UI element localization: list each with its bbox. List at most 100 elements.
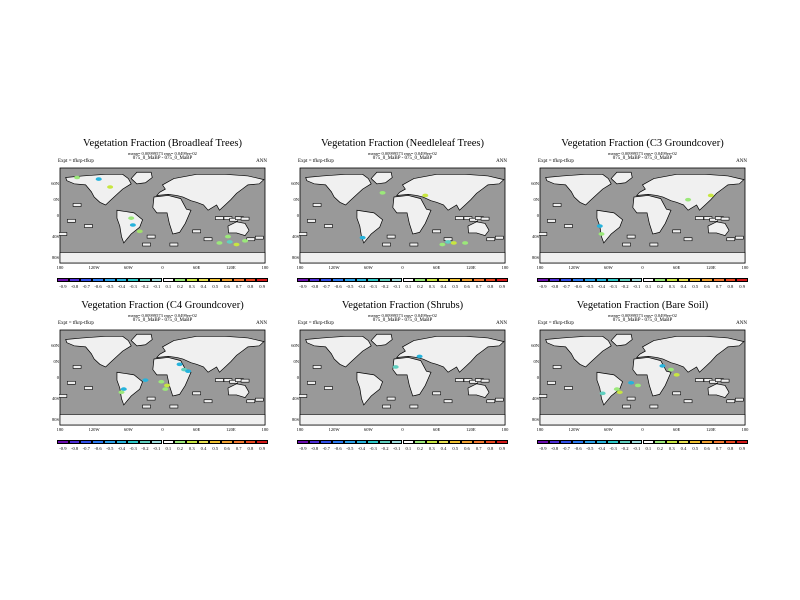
- island: [726, 399, 736, 404]
- colorbar-label: 0.3: [428, 284, 435, 289]
- x-tick-label: 180: [56, 265, 64, 270]
- colorbar-swatch: [80, 278, 93, 282]
- land-mass: [130, 171, 153, 185]
- anomaly-patch: [392, 365, 399, 369]
- colorbar-swatch: [402, 440, 415, 444]
- panel-title: Vegetation Fraction (C4 Groundcover): [81, 300, 244, 311]
- colorbar-label: 0.1: [405, 446, 412, 451]
- anomaly-patch: [685, 197, 692, 202]
- land-mass: [227, 221, 250, 236]
- colorbar-label: 0.2: [657, 446, 663, 451]
- colorbar-label: 0.6: [464, 284, 470, 289]
- x-tick-label: 60E: [433, 265, 441, 270]
- panel-case: 075_0_MaBP - 075_0_MaBP: [132, 156, 193, 161]
- island: [720, 378, 730, 383]
- colorbar-swatch: [461, 278, 473, 282]
- anomaly-patch: [613, 387, 620, 391]
- island: [324, 386, 333, 390]
- colorbar-label: 0.8: [487, 446, 494, 451]
- land-mass: [152, 195, 192, 235]
- island: [192, 229, 201, 234]
- anomaly-patch: [359, 235, 366, 240]
- x-tick-label: 60E: [673, 265, 681, 270]
- y-tick-label: 0: [536, 212, 539, 218]
- island: [192, 391, 201, 396]
- colorbar-swatch: [367, 440, 380, 444]
- map-panel: [539, 167, 746, 264]
- colorbar-label: 0.3: [668, 446, 675, 451]
- anomaly-patch: [673, 373, 680, 377]
- island: [495, 397, 504, 402]
- island: [626, 396, 636, 401]
- y-tick-label: 80S: [531, 254, 539, 260]
- anomaly-patch: [233, 242, 240, 247]
- anomaly-patch: [128, 216, 135, 220]
- colorbar-label: -0.8: [310, 446, 319, 451]
- land-mass: [707, 221, 730, 236]
- colorbar-label: -0.1: [632, 446, 641, 451]
- land-mass: [152, 357, 192, 397]
- colorbar-label: 0.8: [247, 446, 254, 451]
- colorbar-label: -0.3: [609, 284, 617, 289]
- island: [67, 380, 76, 385]
- colorbar-swatch: [414, 278, 426, 282]
- colorbar-label: 0.6: [224, 284, 230, 289]
- anomaly-patch: [242, 239, 249, 243]
- colorbar-swatch: [665, 440, 678, 444]
- x-tick-label: 60E: [193, 427, 201, 432]
- x-tick-label: 0: [161, 427, 164, 432]
- anomaly-patch: [599, 391, 606, 396]
- colorbar-label: -0.8: [550, 284, 559, 289]
- colorbar-label: 0.9: [259, 446, 265, 451]
- colorbar-label: -0.6: [94, 284, 102, 289]
- colorbar-swatch: [665, 278, 678, 282]
- colorbar-swatch: [414, 440, 426, 444]
- panel-title: Vegetation Fraction (Needleleaf Trees): [321, 138, 484, 149]
- anomaly-patch: [185, 369, 192, 373]
- y-tick-label: 40S: [531, 233, 539, 239]
- colorbar-label: 0.3: [188, 284, 195, 289]
- colorbar-label: -0.9: [539, 446, 547, 451]
- island: [547, 218, 556, 223]
- x-tick-label: 0: [161, 265, 164, 270]
- island: [246, 399, 256, 404]
- panel-case: 075_0_MaBP - 075_0_MaBP: [372, 318, 433, 323]
- island: [386, 234, 396, 239]
- colorbar-label: 0.4: [680, 446, 687, 451]
- colorbar-swatch: [572, 440, 584, 444]
- colorbar-label: -0.7: [562, 284, 570, 289]
- x-tick-label: 180: [536, 427, 544, 432]
- island: [382, 404, 391, 409]
- y-tick-label: 80S: [531, 416, 539, 422]
- colorbar-swatch: [572, 278, 584, 282]
- colorbar-label: 0.9: [739, 446, 745, 451]
- colorbar-label: -0.3: [129, 446, 137, 451]
- panel-case: 075_0_MaBP - 075_0_MaBP: [612, 156, 673, 161]
- island: [443, 399, 453, 404]
- colorbar-swatch: [150, 278, 163, 282]
- anomaly-patch: [129, 223, 136, 227]
- colorbar-swatch: [484, 278, 497, 282]
- colorbar-swatch: [689, 440, 702, 444]
- x-tick-label: 60E: [193, 265, 201, 270]
- colorbar-label: -0.8: [550, 446, 559, 451]
- anomaly-patch: [439, 242, 446, 247]
- y-tick-label: 0N: [533, 358, 540, 364]
- panel-case: 075_0_MaBP - 075_0_MaBP: [132, 318, 193, 323]
- colorbar-label: 0.2: [177, 284, 183, 289]
- colorbar-swatch: [701, 278, 713, 282]
- colorbar-swatch: [209, 278, 222, 282]
- island: [240, 378, 250, 383]
- colorbar-swatch: [68, 440, 81, 444]
- colorbar-swatch: [308, 440, 321, 444]
- colorbar-swatch: [355, 440, 368, 444]
- y-tick-label: 0N: [53, 196, 60, 202]
- anomaly-patch: [224, 234, 231, 239]
- island: [626, 234, 636, 239]
- colorbar-label: -0.7: [322, 446, 330, 451]
- island: [649, 242, 659, 247]
- colorbar-swatch: [583, 440, 596, 444]
- anomaly-patch: [216, 241, 223, 245]
- colorbar-swatch: [332, 440, 344, 444]
- colorbar-swatch: [560, 278, 573, 282]
